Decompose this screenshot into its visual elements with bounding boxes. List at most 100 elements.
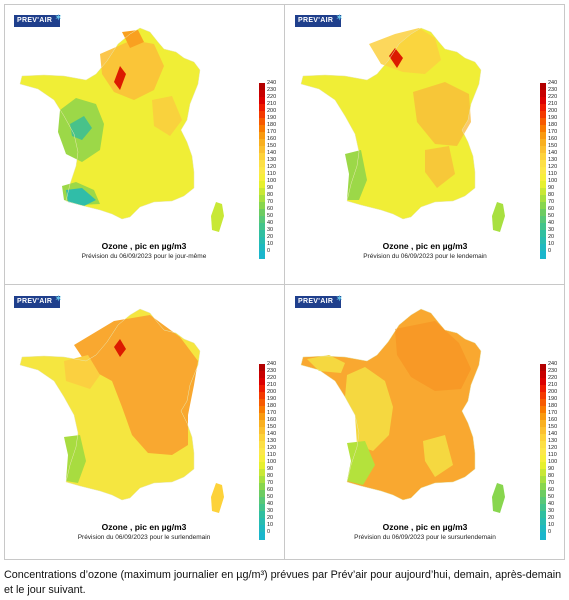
- scale-segment: [540, 399, 546, 407]
- scale-segment: [540, 441, 546, 449]
- scale-segment: [259, 139, 265, 147]
- scale-segment: [540, 237, 546, 245]
- map-subtitle: Prévision du 06/09/2023 pour le jour-mêm…: [81, 253, 207, 260]
- scale-segment: [259, 153, 265, 161]
- scale-segment: [259, 399, 265, 407]
- scale-segment: [540, 181, 546, 189]
- scale-label: 230: [548, 368, 558, 374]
- scale-segment: [540, 511, 546, 519]
- scale-label: 220: [267, 94, 277, 100]
- panel-divider-vertical: [284, 4, 285, 560]
- scale-label: 200: [548, 108, 558, 114]
- scale-segment: [259, 378, 265, 386]
- scale-label: 90: [267, 466, 274, 472]
- ozone-map: [300, 308, 505, 513]
- scale-label: 150: [267, 143, 277, 149]
- scale-label: 100: [548, 178, 558, 184]
- map-panel-day-after: PREV'AIR ✶ 240 230 220 210 200 190 180 170 160 150…: [4, 285, 284, 564]
- scale-segment: [259, 413, 265, 421]
- scale-segment: [259, 462, 265, 470]
- scale-label: 180: [267, 403, 277, 409]
- scale-label: 110: [548, 171, 557, 177]
- france-outline: [300, 27, 482, 220]
- scale-segment: [540, 434, 546, 442]
- scale-segment: [259, 251, 265, 259]
- scale-label: 110: [267, 452, 276, 458]
- scale-segment: [259, 83, 265, 91]
- scale-label: 230: [267, 87, 277, 93]
- scale-segment: [540, 104, 546, 112]
- scale-segment: [259, 497, 265, 505]
- scale-label: 150: [548, 143, 558, 149]
- scale-segment: [540, 167, 546, 175]
- scale-label: 70: [548, 199, 555, 205]
- scale-label: 10: [548, 522, 555, 528]
- scale-segment: [259, 490, 265, 498]
- map-title: Ozone , pic en µg/m3: [382, 241, 468, 251]
- prevair-logo: PREV'AIR ✶: [14, 13, 62, 27]
- scale-label: 170: [267, 129, 277, 135]
- scale-label: 130: [267, 438, 277, 444]
- scale-segment: [259, 223, 265, 231]
- scale-label: 0: [548, 529, 552, 535]
- scale-segment: [540, 125, 546, 133]
- scale-segment: [540, 146, 546, 154]
- scale-segment: [540, 118, 546, 126]
- scale-label: 20: [267, 515, 274, 521]
- scale-label: 40: [267, 220, 274, 226]
- scale-segment: [540, 455, 546, 463]
- scale-label: 160: [548, 417, 558, 423]
- ozone-map: [19, 27, 224, 232]
- scale-label: 160: [267, 136, 277, 142]
- scale-label: 70: [267, 199, 274, 205]
- scale-segment: [259, 448, 265, 456]
- scale-label: 210: [267, 101, 277, 107]
- scale-label: 140: [548, 150, 558, 156]
- scale-segment: [259, 97, 265, 105]
- scale-label: 70: [267, 480, 274, 486]
- scale-label: 20: [548, 234, 555, 240]
- scale-label: 240: [548, 361, 558, 367]
- scale-segment: [540, 111, 546, 119]
- map-title: Ozone , pic en µg/m3: [101, 522, 187, 532]
- scale-label: 210: [548, 382, 558, 388]
- scale-segment: [259, 146, 265, 154]
- scale-label: 170: [548, 410, 558, 416]
- scale-label: 200: [267, 108, 277, 114]
- scale-label: 180: [548, 403, 558, 409]
- scale-segment: [259, 181, 265, 189]
- scale-label: 170: [267, 410, 277, 416]
- scale-label: 60: [267, 206, 274, 212]
- scale-segment: [540, 413, 546, 421]
- scale-segment: [259, 525, 265, 533]
- scale-segment: [259, 202, 265, 210]
- scale-label: 190: [548, 396, 558, 402]
- scale-segment: [540, 476, 546, 484]
- scale-segment: [259, 160, 265, 168]
- figure-caption: Concentrations d’ozone (maximum journali…: [4, 569, 562, 596]
- scale-label: 30: [267, 227, 274, 233]
- map-subtitle: Prévision du 06/09/2023 pour le sursurle…: [354, 534, 496, 541]
- scale-segment: [259, 434, 265, 442]
- scale-label: 30: [548, 227, 555, 233]
- map-panel-today: PREV'AIR ✶ 240 230 220 210 200 190 180 170 160 150…: [4, 4, 284, 283]
- scale-label: 140: [548, 431, 558, 437]
- scale-label: 40: [548, 501, 555, 507]
- scale-segment: [540, 132, 546, 140]
- scale-segment: [259, 111, 265, 119]
- logo-wave-icon: ✶: [335, 294, 343, 303]
- scale-segment: [540, 209, 546, 217]
- scale-label: 190: [548, 115, 558, 121]
- scale-label: 170: [548, 129, 558, 135]
- scale-segment: [259, 455, 265, 463]
- scale-segment: [540, 483, 546, 491]
- scale-segment: [259, 118, 265, 126]
- corsica: [211, 202, 224, 232]
- scale-label: 20: [548, 515, 555, 521]
- scale-label: 110: [548, 452, 557, 458]
- scale-label: 60: [267, 487, 274, 493]
- scale-segment: [259, 167, 265, 175]
- scale-segment: [259, 237, 265, 245]
- scale-label: 80: [548, 473, 555, 479]
- scale-label: 100: [267, 459, 277, 465]
